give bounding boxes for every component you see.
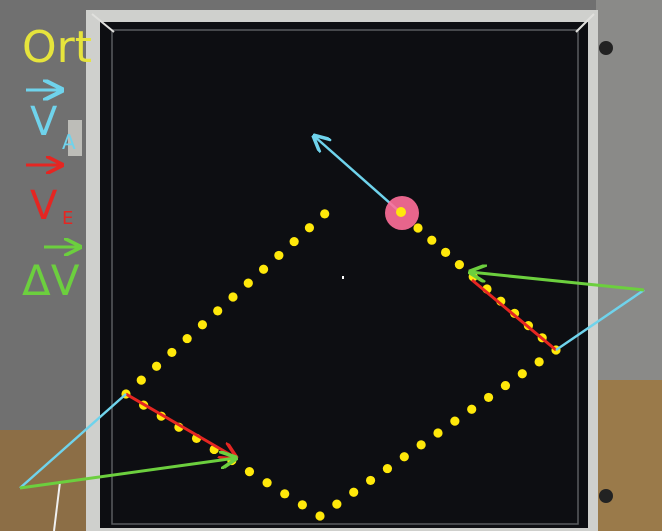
- frame-corner-tl: [91, 13, 115, 33]
- table-inner-border: [111, 29, 579, 525]
- trajectory-dot: [151, 361, 162, 371]
- trajectory-dot: [182, 333, 192, 344]
- trajectory-dot: [517, 369, 527, 379]
- trajectory-dot: [243, 278, 253, 288]
- trajectory-dot: [315, 511, 325, 521]
- trajectory-dot: [365, 475, 376, 486]
- frame-knob-bottom-right: [599, 489, 613, 503]
- trajectory-dot: [450, 416, 460, 426]
- trajectory-dot: [399, 452, 409, 462]
- trajectory-dot: [416, 440, 426, 450]
- legend-title: Ort: [22, 22, 92, 73]
- frame-corner-tr: [575, 13, 595, 33]
- trajectory-dot: [213, 306, 223, 316]
- trajectory-dot: [433, 428, 443, 438]
- left-hinge: [68, 120, 82, 156]
- dv-arrow-left: [19, 458, 236, 490]
- legend-ve-subscript: E: [62, 208, 74, 229]
- trajectory-dot: [413, 223, 423, 233]
- trajectory-dot: [262, 478, 272, 488]
- puck-center: [396, 207, 406, 217]
- trajectory-dot: [320, 209, 330, 219]
- trajectory-dot: [467, 404, 477, 414]
- ve-arrow-right: [471, 278, 557, 352]
- trajectory-dot: [258, 264, 269, 274]
- right-floor: [596, 380, 662, 531]
- va-arrow-right: [555, 288, 645, 352]
- va-arrow-top: [314, 136, 401, 213]
- trajectory-dot: [297, 500, 307, 510]
- trajectory-dot: [289, 236, 299, 247]
- center-mark: [342, 276, 344, 279]
- trajectory-dots: [121, 209, 561, 521]
- trajectory-dot: [441, 247, 451, 257]
- trajectory-dot: [167, 347, 177, 358]
- trajectory-dot: [382, 463, 393, 474]
- legend-ve-label: V: [30, 183, 58, 229]
- dv-arrow-right: [470, 272, 645, 292]
- trajectory-dot: [280, 489, 290, 499]
- trajectory-dot: [304, 223, 315, 233]
- ve-arrow-left: [125, 392, 236, 458]
- trajectory-dot: [483, 392, 494, 403]
- legend-va-subscript: A: [62, 130, 76, 154]
- trajectory-dot: [500, 380, 511, 391]
- trajectory-dot: [228, 292, 238, 302]
- trajectory-dot: [454, 260, 464, 270]
- trajectory-dot: [534, 357, 544, 367]
- trajectory-dot: [136, 375, 146, 385]
- frame-knob-top-right: [599, 41, 613, 55]
- va-arrow-left: [19, 393, 127, 489]
- legend-va-label: V: [30, 99, 58, 145]
- legend-dv-label: ΔV: [22, 256, 80, 305]
- trajectory-dot: [197, 320, 208, 330]
- trajectory-dot: [349, 487, 359, 497]
- trajectory-dot: [244, 467, 255, 477]
- cable: [53, 481, 61, 531]
- trajectory-dot: [427, 235, 437, 245]
- table-surface: [100, 22, 588, 528]
- trajectory-dot: [274, 250, 284, 261]
- trajectory-dot: [332, 499, 342, 509]
